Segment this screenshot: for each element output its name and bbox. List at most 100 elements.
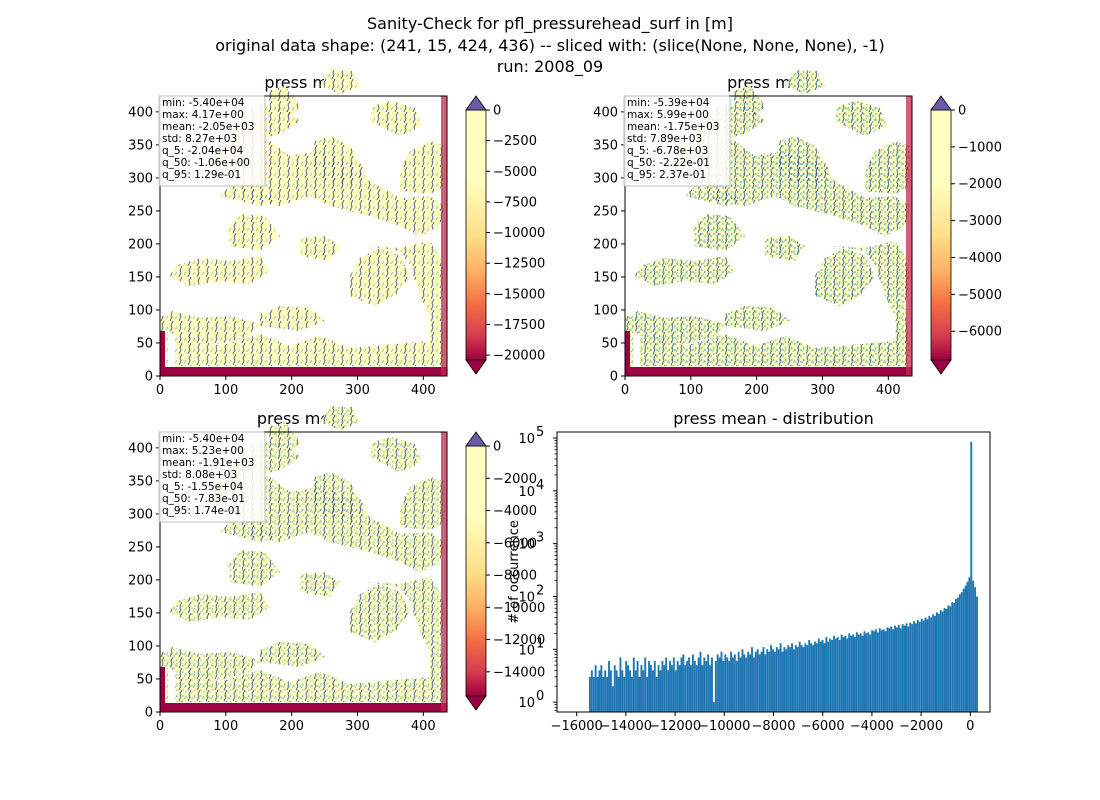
stats-box-frame [158,95,266,187]
histogram-bar [594,665,597,712]
histogram-bar [653,661,656,712]
colorbar-tick-label: 0 [493,440,501,455]
y-tick-exponent: 3 [536,531,544,546]
y-tick-label: 350 [128,474,153,489]
histogram-bar [705,661,708,712]
histogram-bar [907,626,910,712]
colorbar-press-max: 0 −1000 −2000 −3000 −4000 −5000 −6000 [930,95,1002,375]
histogram-bar [901,624,904,712]
histogram-bar [661,661,664,712]
histogram-bar [644,657,647,712]
histogram-bar [608,661,610,712]
histogram-bar [958,594,961,712]
x-tick-label: −8000 [752,719,796,734]
x-tick-label: 300 [345,719,370,734]
colorbar-tick-label: −12000 [493,633,545,648]
histogram-bar [894,625,896,712]
histogram-bar [745,657,748,712]
colorbar-extend-max [465,95,487,111]
y-tick-label: 50 [136,336,153,351]
colorbar-tick-label: −7500 [493,195,537,210]
histogram-bar [758,654,761,712]
histogram-bar [888,628,891,712]
map-left-boundary [625,331,630,376]
stats-line: q_5: -1.55e+04 [162,481,244,493]
map-right-boundary [906,96,912,376]
colorbar-extend-min [465,359,487,375]
colorbar-tick-label: −10000 [493,226,545,241]
histogram-bar [634,670,637,712]
histogram-bar [779,643,782,712]
histogram-bar [632,657,635,712]
histogram-bar [709,665,712,712]
histogram-bar [726,657,729,712]
y-tick-label: 400 [128,441,153,456]
map-left-boundary [160,331,165,376]
histogram-bar [743,654,746,712]
colorbar-tick-label: −17500 [493,318,545,333]
histogram-bar [772,649,774,712]
histogram-bar [672,657,675,712]
y-tick-label: 100 [128,303,153,318]
figure-title-line-2: original data shape: (241, 15, 424, 436)… [215,36,885,55]
y-tick-label: 150 [128,270,153,285]
stats-line: q_95: 1.29e-01 [162,169,241,181]
x-tick-label: 400 [876,383,901,398]
colorbar-gradient [465,445,487,697]
histogram-bar [649,665,652,712]
histogram-bar [947,605,950,712]
histogram-bar [819,641,822,712]
map-left-boundary [160,667,165,712]
colorbar-tick-label: −3000 [958,214,1002,229]
stats-line: mean: -2.05e+03 [162,121,254,133]
stats-box-frame [158,431,266,523]
histogram-bar [962,588,965,712]
y-axis-label: # of occurrence [507,520,522,624]
y-tick-label: 300 [128,171,153,186]
histogram-bar [714,661,717,712]
histogram-bar [764,654,767,712]
histogram-bar [920,618,923,712]
histogram-bar [642,670,645,712]
panel-press-mean-distribution: press mean - distribution −16000−14000−12… [507,409,991,734]
y-tick-exponent: 4 [536,478,544,493]
histogram-bar [821,639,824,712]
histogram-bar [731,657,734,712]
histogram-bar [955,598,957,712]
stats-line: max: 4.17e+00 [162,109,244,121]
histogram-bar [857,634,860,712]
histogram-bar [703,657,706,712]
histogram-bar [783,647,786,712]
histogram-bar [777,649,780,712]
y-tick-label: 10 [518,538,535,553]
colorbar-tick-label: −4000 [493,504,537,519]
y-tick-label: 300 [593,171,618,186]
histogram-bar [966,581,969,712]
stats-line: std: 8.08e+03 [162,469,237,481]
x-tick-label: 100 [213,383,238,398]
histogram-bar [636,661,639,712]
colorbar-tick-label: −2000 [493,472,537,487]
histogram-bar [970,441,973,712]
stats-line: min: -5.39e+04 [627,97,710,109]
colorbar-tick-label: 0 [958,104,966,119]
histogram-bar [813,641,816,712]
histogram-bar [913,621,916,712]
histogram-bar [667,670,670,712]
histogram-bar [785,649,788,712]
x-tick-label: −4000 [850,719,894,734]
colorbar-press-min: 0 −2500 −5000 −7500 −10000 −12500 −15000 −17500… [465,95,545,375]
colorbar-tick-label: −10000 [493,601,545,616]
histogram-bar [701,665,704,712]
map-bottom-boundary [160,703,447,712]
histogram-bar [922,620,925,712]
panel-title-press-mean-distribution: press mean - distribution [673,409,873,428]
histogram-bar [617,676,620,712]
colorbar-tick-label: −12500 [493,257,545,272]
histogram-bar [844,635,847,712]
histogram-bar [686,661,689,712]
histogram-bar [794,645,797,712]
histogram-bar [730,651,732,712]
histogram-bar [834,638,837,712]
histogram-bar [659,670,662,712]
